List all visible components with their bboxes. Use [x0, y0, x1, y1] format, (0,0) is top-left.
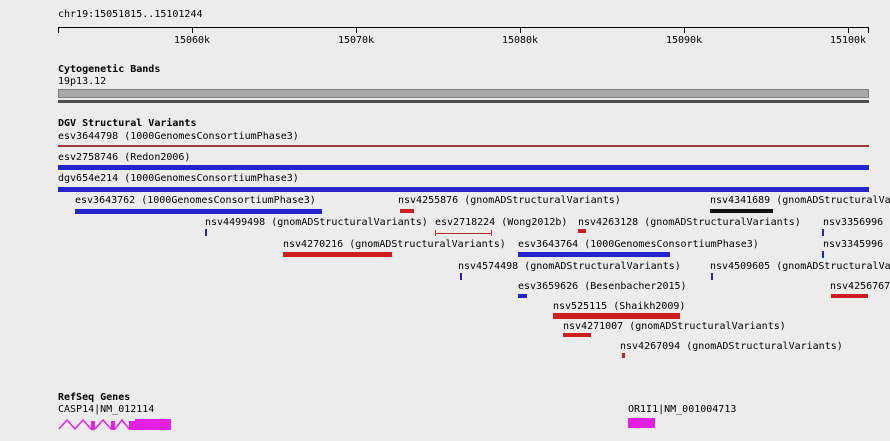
- ruler-axis: [58, 27, 869, 28]
- variant-nsv4574498-label: nsv4574498 (gnomADStructuralVariants): [458, 261, 681, 272]
- gene-casp14-label: CASP14|NM_012114: [58, 404, 155, 415]
- variant-nsv4270216-label: nsv4270216 (gnomADStructuralVariants): [283, 239, 506, 250]
- variant-nsv525115-label: nsv525115 (Shaikh2009): [553, 301, 686, 312]
- ruler-tick-label: 15080k: [501, 35, 539, 46]
- gene-casp14-glyph[interactable]: [58, 416, 173, 432]
- variant-nsv4270216-bar[interactable]: [283, 252, 392, 257]
- variant-nsv4256767-bar[interactable]: [831, 294, 868, 298]
- ruler-tick: [356, 28, 357, 33]
- variant-nsv4509605-bar[interactable]: [711, 273, 713, 280]
- variant-esv2758746-bar[interactable]: [58, 165, 869, 170]
- variant-nsv4499498-label: nsv4499498 (gnomADStructuralVariants): [205, 217, 428, 228]
- variant-nsv3356996-label: nsv3356996: [823, 217, 884, 228]
- gene-or1i1-label: OR1I1|NM_001004713: [628, 404, 737, 415]
- ruler-tick-label: 15070k: [337, 35, 375, 46]
- gene-or1i1-glyph[interactable]: [628, 418, 655, 428]
- variant-nsv3345996-bar[interactable]: [822, 251, 824, 258]
- variant-nsv525115-bar[interactable]: [553, 313, 680, 319]
- cytogenetic-header: Cytogenetic Bands: [58, 64, 161, 75]
- variant-nsv3345996-label: nsv3345996: [823, 239, 884, 250]
- variant-nsv4267094-label: nsv4267094 (gnomADStructuralVariants): [620, 341, 843, 352]
- ruler-tick-label: 15060k: [173, 35, 211, 46]
- variant-dgv654e214-bar[interactable]: [58, 187, 869, 192]
- variant-nsv4574498-bar[interactable]: [460, 273, 462, 280]
- ruler-end-tick: [58, 28, 59, 33]
- ruler-tick-label: 15090k: [665, 35, 703, 46]
- variant-dgv654e214-label: dgv654e214 (1000GenomesConsortiumPhase3): [58, 173, 299, 184]
- ruler-tick-label: 15100k: [829, 35, 867, 46]
- variant-nsv4255876-label: nsv4255876 (gnomADStructuralVariants): [398, 195, 621, 206]
- ruler-tick: [520, 28, 521, 33]
- variant-esv2758746-label: esv2758746 (Redon2006): [58, 152, 191, 163]
- variant-nsv4499498-bar[interactable]: [205, 229, 207, 236]
- variant-esv3659626-bar[interactable]: [518, 294, 527, 298]
- variant-esv3644798-label: esv3644798 (1000GenomesConsortiumPhase3): [58, 131, 299, 142]
- variant-nsv3356996-bar[interactable]: [822, 229, 824, 236]
- variant-nsv4255876-bar[interactable]: [400, 209, 414, 213]
- cytogenetic-band-underline: [58, 100, 869, 103]
- refseq-header: RefSeq Genes: [58, 392, 131, 403]
- variant-esv3643762-label: esv3643762 (1000GenomesConsortiumPhase3): [75, 195, 316, 206]
- cytogenetic-band-label: 19p13.12: [58, 76, 107, 87]
- region-label: chr19:15051815..15101244: [58, 9, 203, 20]
- cytogenetic-band-bar: [58, 89, 869, 98]
- ruler-end-tick: [868, 28, 869, 33]
- ruler-tick: [192, 28, 193, 33]
- variant-nsv4509605-label: nsv4509605 (gnomADStructuralVariants): [710, 261, 890, 272]
- ruler-tick: [848, 28, 849, 33]
- variant-nsv4263128-bar[interactable]: [578, 229, 586, 233]
- variant-nsv4271007-bar[interactable]: [563, 333, 591, 337]
- variant-esv3659626-label: esv3659626 (Besenbacher2015): [518, 281, 687, 292]
- variant-nsv4256767-label: nsv4256767: [830, 281, 890, 292]
- variant-nsv4263128-label: nsv4263128 (gnomADStructuralVariants): [578, 217, 801, 228]
- variant-esv3643764-label: esv3643764 (1000GenomesConsortiumPhase3): [518, 239, 759, 250]
- ruler-tick: [684, 28, 685, 33]
- variant-esv3644798-bar[interactable]: [58, 145, 869, 147]
- variant-esv3643764-bar[interactable]: [518, 252, 670, 257]
- dgv-header: DGV Structural Variants: [58, 118, 197, 129]
- variant-esv2718224-label: esv2718224 (Wong2012b): [435, 217, 568, 228]
- variant-nsv4271007-label: nsv4271007 (gnomADStructuralVariants): [563, 321, 786, 332]
- variant-esv3643762-bar[interactable]: [75, 209, 322, 214]
- variant-nsv4341689-bar[interactable]: [710, 209, 773, 213]
- variant-nsv4341689-label: nsv4341689 (gnomADStructuralVariants): [710, 195, 890, 206]
- variant-nsv4267094-bar[interactable]: [622, 353, 625, 358]
- variant-esv2718224-glyph[interactable]: [435, 230, 492, 236]
